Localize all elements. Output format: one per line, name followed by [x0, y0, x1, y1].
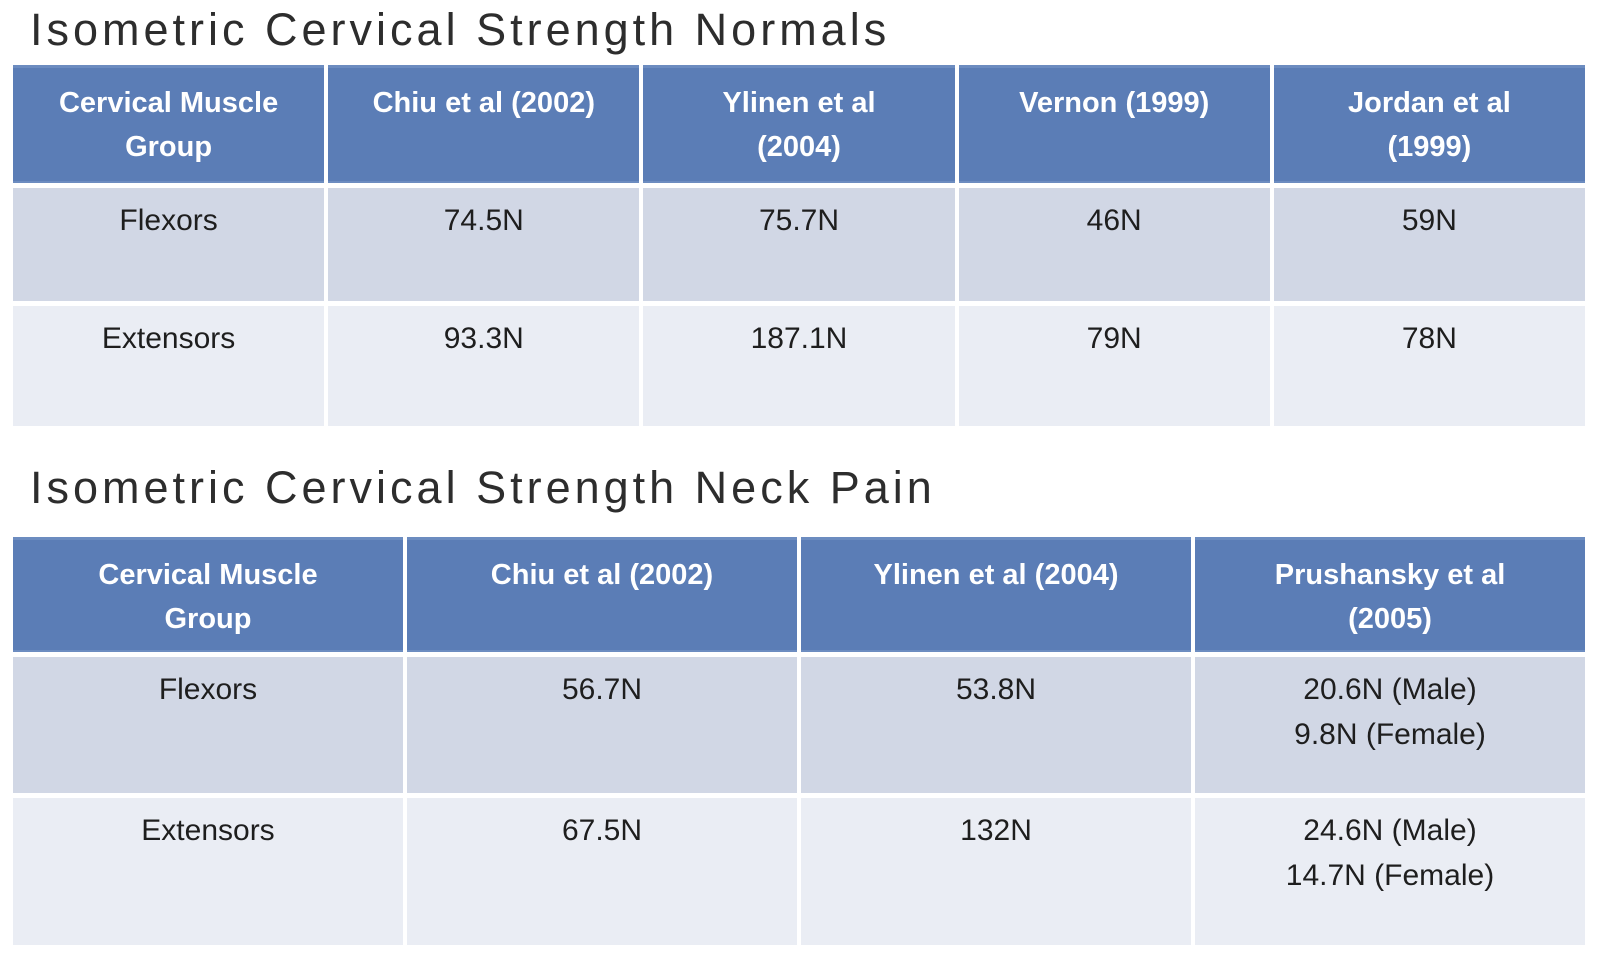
data-cell: 46N — [958, 188, 1270, 301]
data-cell: 187.1N — [643, 306, 955, 426]
data-cell-extensors-label: Extensors — [13, 306, 325, 426]
data-cell: 53.8N — [801, 657, 1191, 793]
table-normals: Cervical Muscle Group Chiu et al (2002) … — [13, 65, 1585, 426]
data-cell: 67.5N — [407, 798, 797, 945]
header-cell-chiu: Chiu et al (2002) — [407, 537, 797, 652]
header-cell-vernon: Vernon (1999) — [958, 65, 1270, 183]
header-cell-ylinen: Ylinen et al (2004) — [643, 65, 955, 183]
data-cell-flexors-label: Flexors — [13, 657, 403, 793]
data-cell: 93.3N — [328, 306, 640, 426]
header-cell-ylinen: Ylinen et al (2004) — [801, 537, 1191, 652]
data-cell: 59N — [1273, 188, 1585, 301]
table-neck-pain-title: Isometric Cervical Strength Neck Pain — [30, 462, 936, 513]
data-cell: 132N — [801, 798, 1191, 945]
header-cell-muscle-group: Cervical Muscle Group — [13, 65, 325, 183]
data-cell: 24.6N (Male) 14.7N (Female) — [1195, 798, 1585, 945]
data-cell: 75.7N — [643, 188, 955, 301]
data-cell: 74.5N — [328, 188, 640, 301]
table-normals-title: Isometric Cervical Strength Normals — [30, 4, 891, 55]
header-cell-prushansky: Prushansky et al (2005) — [1195, 537, 1585, 652]
data-cell: 78N — [1273, 306, 1585, 426]
header-cell-muscle-group: Cervical Muscle Group — [13, 537, 403, 652]
data-cell-flexors-label: Flexors — [13, 188, 325, 301]
data-cell: 79N — [958, 306, 1270, 426]
table-neck-pain: Cervical Muscle Group Chiu et al (2002) … — [13, 537, 1585, 945]
header-cell-jordan: Jordan et al (1999) — [1273, 65, 1585, 183]
data-cell-extensors-label: Extensors — [13, 798, 403, 945]
data-cell: 20.6N (Male) 9.8N (Female) — [1195, 657, 1585, 793]
data-cell: 56.7N — [407, 657, 797, 793]
header-cell-chiu: Chiu et al (2002) — [328, 65, 640, 183]
